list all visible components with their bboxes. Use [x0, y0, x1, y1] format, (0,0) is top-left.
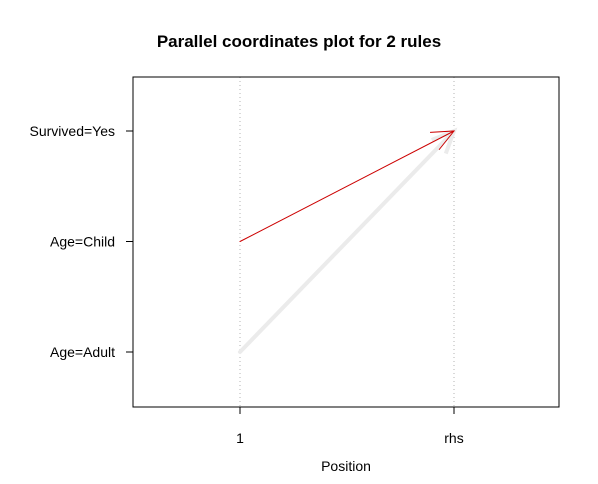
x-tick-label-0: 1 — [236, 430, 244, 446]
chart-title: Parallel coordinates plot for 2 rules — [157, 32, 441, 51]
y-tick-label-0: Age=Adult — [50, 344, 115, 360]
rule-1 — [240, 131, 454, 242]
x-tick-label-1: rhs — [444, 430, 463, 446]
rule-line-0 — [240, 131, 454, 352]
rule-0 — [240, 131, 454, 352]
y-tick-label-1: Age=Child — [50, 234, 115, 250]
x-axis: 1 rhs — [236, 407, 464, 446]
rule-lines — [240, 131, 454, 352]
y-axis: Age=Adult Age=Child Survived=Yes — [30, 123, 133, 360]
rule-line-1 — [240, 131, 454, 242]
y-tick-label-2: Survived=Yes — [30, 123, 115, 139]
x-axis-label: Position — [321, 458, 371, 474]
